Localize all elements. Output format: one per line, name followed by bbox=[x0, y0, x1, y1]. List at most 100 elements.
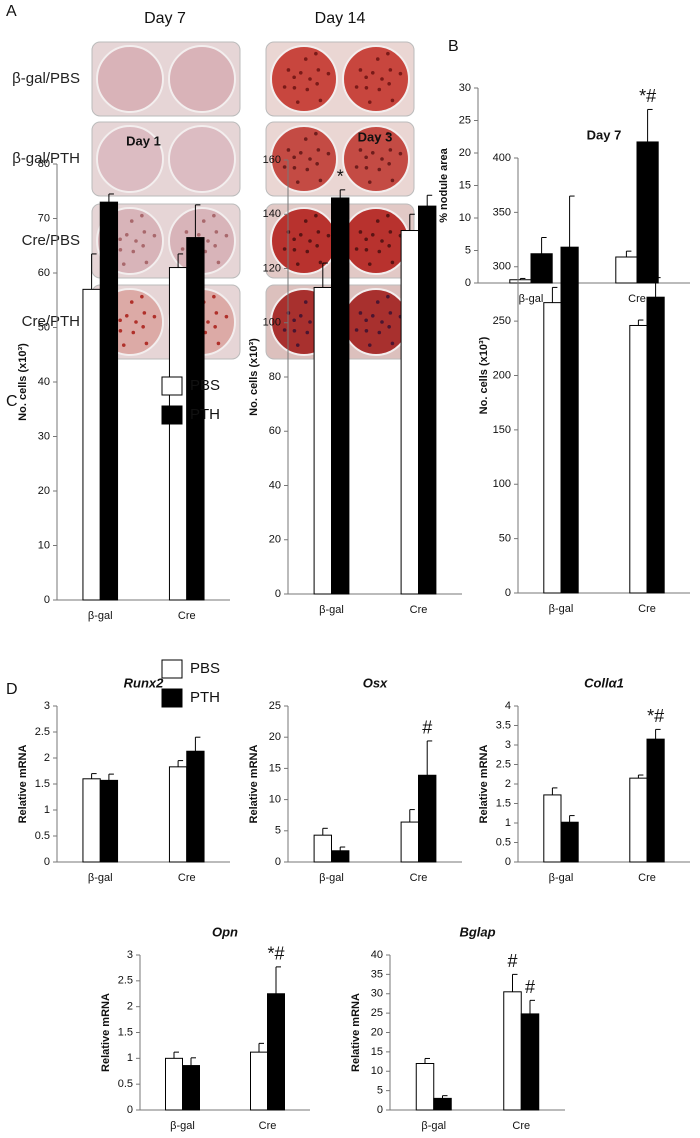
nodule bbox=[118, 318, 122, 323]
x-tick-label: β-gal bbox=[421, 1120, 446, 1132]
bar bbox=[99, 201, 119, 601]
nodule bbox=[370, 232, 375, 237]
nodule bbox=[184, 230, 189, 234]
bar bbox=[433, 1097, 452, 1111]
nodule bbox=[358, 230, 363, 234]
error-bar bbox=[442, 1095, 448, 1099]
well bbox=[342, 207, 410, 275]
x-tick-label: Cre bbox=[638, 603, 656, 615]
y-axis-label: No. cells (x10³) bbox=[17, 343, 29, 421]
y-tick-label: 1.5 bbox=[118, 1026, 133, 1038]
bar bbox=[313, 286, 333, 595]
y-tick-label: 1 bbox=[505, 817, 511, 829]
significance: *# bbox=[647, 706, 664, 726]
error-bar bbox=[194, 204, 201, 238]
bar bbox=[503, 991, 522, 1111]
y-axis-label: Relative mRNA bbox=[350, 993, 362, 1072]
nodule bbox=[144, 260, 149, 265]
nodule bbox=[305, 87, 310, 92]
nodule bbox=[388, 68, 393, 72]
y-tick-label: 0.5 bbox=[118, 1078, 133, 1090]
nodule bbox=[298, 232, 303, 237]
error-bar bbox=[194, 736, 201, 752]
chart-title: Runx2 bbox=[124, 675, 165, 690]
error-bar bbox=[339, 189, 346, 198]
y-axis-label: Relative mRNA bbox=[248, 745, 260, 824]
y-tick-label: 50 bbox=[38, 321, 50, 333]
bar bbox=[331, 197, 350, 595]
nodule bbox=[314, 213, 318, 218]
nodule bbox=[298, 70, 303, 75]
bar bbox=[636, 141, 659, 284]
nodule bbox=[303, 137, 308, 141]
error-bar bbox=[541, 237, 547, 254]
panel-label: B bbox=[448, 38, 459, 55]
row-label: β-gal/PTH bbox=[12, 150, 80, 167]
y-tick-label: 120 bbox=[263, 262, 281, 274]
panel-a: A Day 7 Day 14 bbox=[6, 3, 365, 27]
nodule bbox=[386, 213, 390, 218]
error-bar bbox=[637, 774, 644, 779]
nodule bbox=[141, 244, 145, 248]
nodule bbox=[380, 239, 384, 243]
nodule bbox=[305, 167, 310, 172]
nodule bbox=[131, 249, 136, 254]
nodule bbox=[214, 230, 219, 234]
y-tick-label: 0 bbox=[275, 588, 281, 600]
chart: B % nodule area 0 5 10 15 20 25 30 β-gal Cre *# bbox=[438, 38, 690, 305]
bar bbox=[418, 774, 437, 863]
y-tick-label: 2.5 bbox=[118, 975, 133, 987]
row-label: Cre/PBS bbox=[22, 232, 80, 249]
y-tick-label: 25 bbox=[371, 1007, 383, 1019]
nodule bbox=[364, 155, 368, 160]
nodule bbox=[121, 343, 126, 347]
nodule bbox=[354, 85, 359, 89]
nodule bbox=[316, 148, 321, 152]
chart-title: Bglap bbox=[459, 924, 495, 939]
nodule bbox=[375, 57, 380, 61]
error-bar bbox=[173, 1051, 179, 1059]
bar bbox=[165, 1057, 183, 1111]
chart: Opn Relative mRNA 0 0.5 1 1.5 2 2.5 3 β-gal Cre *# bbox=[100, 924, 310, 1132]
nodule bbox=[364, 237, 368, 242]
y-tick-label: 100 bbox=[493, 478, 511, 490]
y-tick-label: 30 bbox=[459, 82, 471, 94]
nodule bbox=[358, 311, 363, 315]
y-tick-label: 15 bbox=[371, 1046, 383, 1058]
bar bbox=[560, 246, 579, 594]
x-tick-label: β-gal bbox=[88, 872, 113, 884]
bar bbox=[415, 1063, 435, 1111]
x-tick-label: β-gal bbox=[549, 872, 574, 884]
error-bar bbox=[637, 319, 644, 326]
x-tick-label: Cre bbox=[178, 610, 196, 622]
nodule bbox=[367, 343, 372, 347]
chart-title: Day 3 bbox=[358, 129, 393, 144]
y-tick-label: 5 bbox=[377, 1085, 383, 1097]
well bbox=[270, 45, 338, 113]
legend-swatch bbox=[161, 659, 183, 679]
bar bbox=[646, 738, 665, 863]
significance: # bbox=[507, 951, 517, 971]
nodule bbox=[295, 262, 300, 266]
nodule bbox=[286, 148, 291, 152]
y-tick-label: 0 bbox=[44, 594, 50, 606]
nodule bbox=[370, 150, 375, 155]
y-axis-label: No. cells (x10³) bbox=[478, 336, 490, 414]
nodule bbox=[131, 330, 136, 335]
nodule bbox=[390, 341, 395, 346]
error-bar bbox=[512, 973, 518, 992]
chart: Bglap Relative mRNA 0 5 10 15 20 25 30 35 40 β-gal C… bbox=[350, 924, 565, 1132]
nodule bbox=[282, 85, 287, 89]
nodule bbox=[380, 320, 384, 324]
y-tick-label: 1.5 bbox=[496, 797, 511, 809]
x-tick-label: Cre bbox=[178, 872, 196, 884]
y-tick-label: 5 bbox=[465, 244, 471, 256]
y-tick-label: 400 bbox=[493, 152, 511, 164]
error-bar bbox=[177, 253, 184, 268]
x-tick-label: β-gal bbox=[319, 604, 344, 616]
nodule bbox=[387, 244, 391, 248]
legend-label: PTH bbox=[190, 406, 220, 423]
y-tick-label: 15 bbox=[269, 762, 281, 774]
nodule bbox=[375, 300, 380, 304]
y-tick-label: 350 bbox=[493, 206, 511, 218]
